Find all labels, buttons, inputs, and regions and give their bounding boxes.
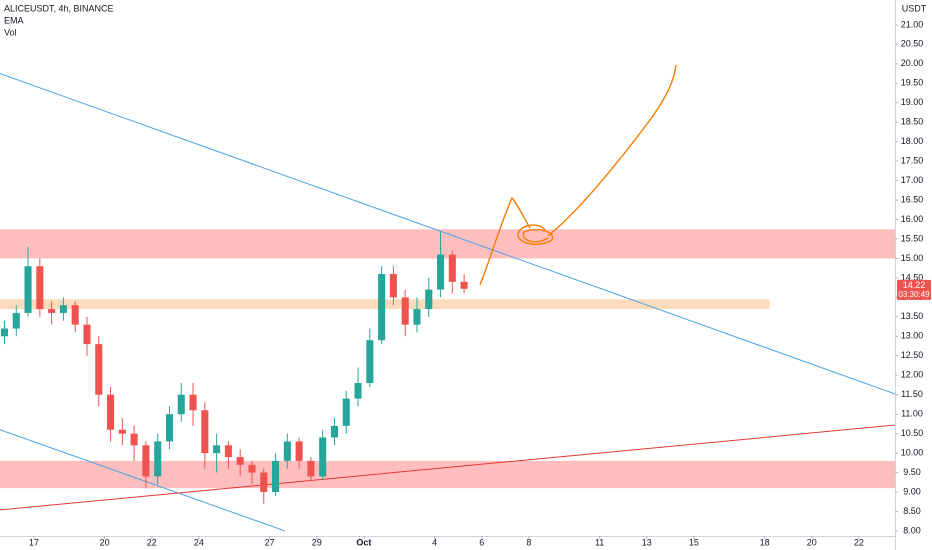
candle-body [319, 437, 327, 477]
indicator-label: EMA [4, 15, 24, 25]
candle-body [0, 328, 9, 337]
candle-body [236, 456, 244, 465]
candle-body [248, 464, 256, 473]
y-tick-label: 13.00 [901, 331, 924, 341]
y-tick-label: 11.00 [901, 409, 923, 419]
plot-area [0, 73, 896, 532]
candle-body [389, 274, 397, 298]
candle-body [283, 441, 291, 461]
candle-body [118, 429, 126, 434]
y-tick-label: 20.00 [901, 58, 924, 68]
hand-drawn-projection [479, 64, 677, 286]
y-tick-label: 11.50 [901, 389, 923, 399]
candle-body [460, 281, 468, 289]
x-tick-label: 4 [432, 537, 437, 547]
y-tick-label: 9.00 [903, 486, 921, 496]
x-tick-label: 15 [689, 537, 699, 547]
x-tick-label: 20 [100, 537, 110, 547]
x-tick-label: 22 [854, 537, 864, 547]
candle-body [330, 425, 339, 438]
y-tick-label: 10.50 [901, 428, 924, 438]
symbol-title: ALICEUSDT, 4h, BINANCE [4, 3, 114, 13]
x-tick-label: 6 [479, 537, 484, 547]
x-tick-label: 17 [29, 537, 39, 547]
x-tick-label: 8 [526, 537, 531, 547]
y-tick-label: 9.50 [903, 467, 921, 477]
y-tick-label: 21.00 [901, 19, 924, 29]
candle-body [213, 445, 221, 454]
y-tick-label: 17.00 [901, 175, 924, 185]
candle-body [24, 266, 32, 313]
y-tick-label: 16.00 [901, 214, 924, 224]
candle-body [83, 324, 91, 345]
candle-body [425, 289, 433, 310]
candle-body [401, 297, 409, 325]
last-price-box [897, 279, 931, 300]
candle-body [366, 340, 374, 384]
candle-body [130, 433, 138, 446]
x-tick-label: 22 [147, 537, 157, 547]
candle-body [142, 445, 150, 477]
candle-body [272, 460, 280, 493]
last-price-label: 14.22 [903, 280, 926, 290]
y-tick-label: 12.00 [901, 370, 924, 380]
x-tick-label: Oct [356, 537, 371, 547]
candle-body [154, 441, 162, 477]
y-tick-label: 14.50 [901, 272, 924, 282]
y-tick-label: 15.00 [901, 253, 924, 263]
y-tick-label: 8.50 [903, 506, 921, 516]
candle-body [354, 383, 362, 399]
x-tick-label: 11 [595, 537, 604, 547]
candle-body [165, 414, 174, 442]
unit-box [898, 2, 930, 14]
axis-unit: USDT [902, 3, 927, 13]
y-tick-label: 8.00 [903, 525, 921, 535]
x-tick-label: 18 [760, 537, 770, 547]
candle-body [48, 309, 56, 313]
candle-body [177, 394, 185, 415]
trend-line [0, 424, 896, 511]
candle-body [224, 445, 232, 457]
y-tick-label: 12.50 [901, 350, 924, 360]
candle-body [378, 274, 386, 341]
candle-body [107, 394, 115, 430]
y-tick-label: 10.00 [901, 447, 924, 457]
candle-body [71, 305, 79, 325]
y-tick-label: 17.50 [901, 156, 924, 166]
indicator-label: Vol [4, 27, 17, 37]
candle-body [342, 398, 350, 426]
y-tick-label: 18.00 [901, 136, 924, 146]
candle-body [189, 394, 197, 411]
y-tick-label: 15.50 [901, 233, 924, 243]
x-tick-label: 27 [265, 537, 275, 547]
countdown-label: 03:30:49 [898, 290, 930, 299]
candle-body [413, 309, 421, 325]
candle-body [36, 266, 44, 310]
candle-body [201, 410, 209, 454]
y-tick-label: 16.50 [901, 194, 924, 204]
x-tick-label: 20 [807, 537, 817, 547]
y-tick-label: 13.50 [901, 311, 924, 321]
candle-body [437, 254, 445, 290]
y-tick-label: 20.50 [901, 39, 924, 49]
trend-line [0, 429, 286, 532]
candle-body [260, 472, 268, 493]
candle-body [95, 344, 103, 395]
price-zone [0, 460, 895, 489]
x-tick-label: 13 [642, 537, 652, 547]
candle-body [12, 312, 20, 329]
candle-body [307, 460, 315, 477]
trend-line [0, 73, 896, 395]
y-tick-label: 18.50 [901, 117, 924, 127]
y-tick-label: 19.50 [901, 78, 924, 88]
x-tick-label: 29 [312, 537, 322, 547]
x-tick-label: 24 [194, 537, 204, 547]
candle-body [59, 305, 67, 313]
candle-body [295, 441, 303, 461]
candle-body [448, 254, 456, 282]
y-tick-label: 19.00 [901, 97, 924, 107]
